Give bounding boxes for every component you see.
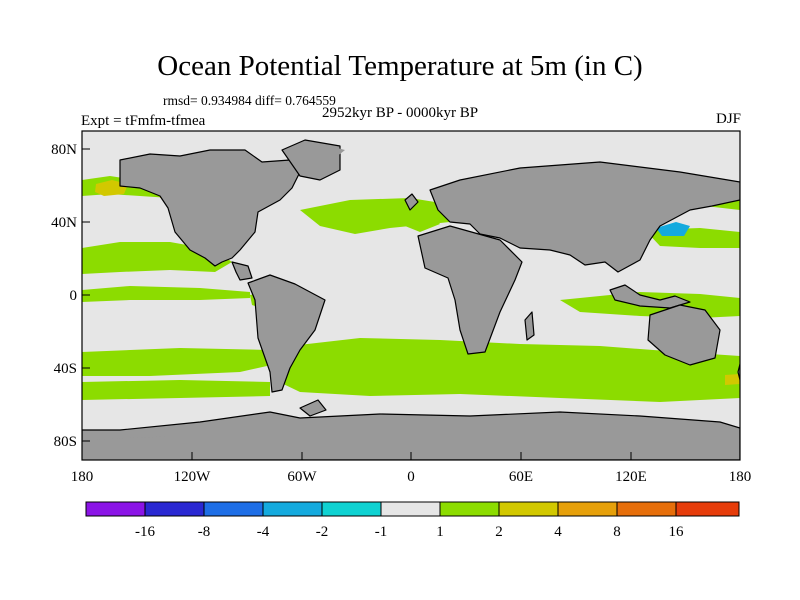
map-title: Ocean Potential Temperature at 5m (in C) [157, 50, 643, 82]
land-british-isles [404, 193, 419, 211]
anomaly-north-atlantic [300, 198, 470, 234]
sea-ice-south [82, 436, 180, 460]
land-central-america [231, 261, 253, 281]
lon-label: 120W [174, 469, 212, 485]
anomaly-pacific-eq [82, 286, 250, 302]
colorbar-label: 2 [495, 524, 503, 540]
colorbar-label: 16 [669, 524, 685, 540]
lon-label: 0 [407, 469, 415, 485]
colorbar-box [262, 501, 323, 517]
colorbar-box [144, 501, 205, 517]
colorbar [85, 501, 740, 517]
land-madagascar [524, 311, 535, 341]
map-panel [82, 131, 740, 460]
colorbar-label: -4 [257, 524, 270, 540]
sea-ice-north [300, 146, 345, 162]
anomaly-southern-ocean [275, 338, 740, 402]
land-maritime-continent [609, 284, 691, 309]
land-eurasia [429, 161, 740, 273]
lon-label: 60W [287, 469, 317, 485]
anomaly-atlantic-east [400, 212, 440, 232]
colorbar-box [380, 501, 441, 517]
lat-label: 40N [51, 215, 77, 231]
lon-label: 120E [615, 469, 647, 485]
colorbar-box [203, 501, 264, 517]
land-africa [417, 225, 523, 355]
anomaly-south-pacific [82, 348, 285, 376]
lat-label: 40S [54, 361, 77, 377]
lon-label: 180 [71, 469, 94, 485]
colorbar-label: 8 [613, 524, 621, 540]
lon-labels: 180 120W 60W 0 60E 120E 180 [71, 469, 752, 485]
colorbar-box [321, 501, 382, 517]
land-north-america [119, 149, 301, 267]
land-antarctica [82, 411, 740, 460]
land-antarctic-peninsula [299, 399, 327, 417]
colorbar-label: -8 [198, 524, 211, 540]
colorbar-box [85, 501, 146, 517]
stats-label: rmsd= 0.934984 diff= 0.764559 [163, 93, 336, 108]
land-australia [647, 304, 721, 366]
colorbar-box [616, 501, 677, 517]
axis-ticks [81, 148, 741, 460]
anomaly-tasman-yellow [725, 374, 740, 385]
colorbar-box [439, 501, 500, 517]
anomaly-cold-japan [656, 222, 690, 236]
colorbar-box [557, 501, 618, 517]
colorbar-box [675, 501, 740, 517]
season-label: DJF [715, 111, 741, 127]
lon-label: 180 [729, 469, 752, 485]
colorbar-label: -2 [316, 524, 329, 540]
lat-label: 80N [51, 142, 77, 158]
lat-label: 0 [70, 288, 78, 304]
lat-label: 80S [54, 434, 77, 450]
lat-labels: 80N 40N 0 40S 80S [51, 142, 77, 450]
expt-label: Expt = tFmfm-tfmea [81, 113, 206, 129]
colorbar-label: 4 [554, 524, 562, 540]
colorbar-box [498, 501, 559, 517]
period-label: 2952kyr BP - 0000kyr BP [322, 105, 479, 121]
lon-label: 60E [509, 469, 533, 485]
colorbar-label: 1 [436, 524, 444, 540]
sea-ice-regions [82, 146, 345, 460]
colorbar-label: -16 [135, 524, 155, 540]
colorbar-labels: -16 -8 -4 -2 -1 1 2 4 8 16 [135, 524, 684, 540]
land-masses [82, 139, 740, 460]
land-south-america [247, 274, 326, 393]
colorbar-label: -1 [375, 524, 388, 540]
anomaly-south-pacific-south [82, 380, 270, 400]
